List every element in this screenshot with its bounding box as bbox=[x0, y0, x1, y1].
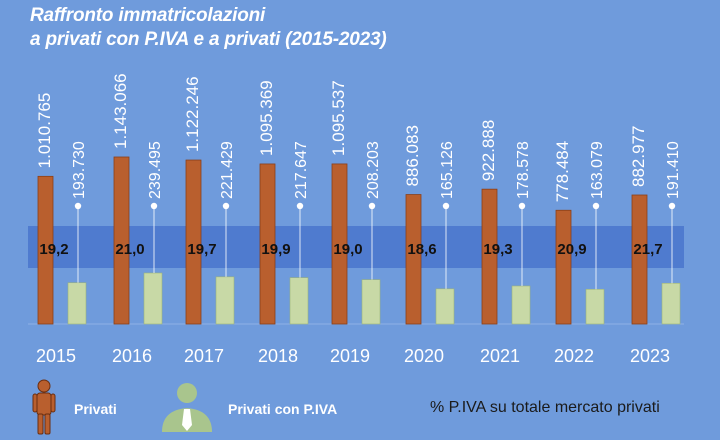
tick-label-2019: 2019 bbox=[330, 346, 370, 366]
label-piva-2021: 178.578 bbox=[515, 141, 532, 199]
bar-privati-2019 bbox=[331, 163, 348, 325]
label-piva-2019: 208.203 bbox=[365, 141, 382, 199]
tick-label-2018: 2018 bbox=[258, 346, 298, 366]
label-piva-2020: 165.126 bbox=[439, 141, 456, 199]
dot-piva-2015 bbox=[74, 202, 82, 210]
label-percent-2018: 19,9 bbox=[261, 241, 290, 258]
legend-percent-label: % P.IVA su totale mercato privati bbox=[430, 399, 660, 416]
label-percent-2017: 19,7 bbox=[187, 241, 216, 258]
dot-piva-2019 bbox=[368, 202, 376, 210]
bar-piva-2015 bbox=[67, 282, 87, 325]
tick-label-2016: 2016 bbox=[112, 346, 152, 366]
label-percent-2016: 21,0 bbox=[115, 241, 144, 258]
label-piva-2018: 217.647 bbox=[293, 141, 310, 199]
bar-piva-2023 bbox=[661, 282, 681, 325]
tick-label-2020: 2020 bbox=[404, 346, 444, 366]
bar-privati-2020 bbox=[405, 194, 422, 325]
label-privati-2023: 882.977 bbox=[629, 126, 648, 187]
bar-privati-2015 bbox=[37, 175, 54, 325]
label-percent-2019: 19,0 bbox=[333, 241, 362, 258]
label-privati-2015: 1.010.765 bbox=[35, 93, 54, 169]
dot-piva-2017 bbox=[222, 202, 230, 210]
dot-piva-2020 bbox=[442, 202, 450, 210]
bar-piva-2016 bbox=[143, 272, 163, 325]
label-piva-2017: 221.429 bbox=[219, 141, 236, 199]
dot-piva-2018 bbox=[296, 202, 304, 210]
chart-title-line1: Raffronto immatricolazioni bbox=[30, 5, 266, 26]
privati-person-torso bbox=[36, 392, 52, 416]
label-percent-2015: 19,2 bbox=[39, 241, 68, 258]
label-privati-2022: 778.484 bbox=[553, 141, 572, 202]
label-piva-2015: 193.730 bbox=[71, 141, 88, 199]
bar-privati-2017 bbox=[185, 159, 202, 325]
piva-avatar-head bbox=[177, 383, 197, 403]
legend-privati-label: Privati bbox=[74, 401, 117, 417]
label-privati-2020: 886.083 bbox=[403, 125, 422, 186]
label-piva-2022: 163.079 bbox=[589, 141, 606, 199]
label-privati-2016: 1.143.066 bbox=[111, 73, 130, 149]
bar-privati-2023 bbox=[631, 194, 648, 325]
legend-piva-label: Privati con P.IVA bbox=[228, 401, 338, 417]
dot-piva-2022 bbox=[592, 202, 600, 210]
chart-title-line2: a privati con P.IVA e a privati (2015-20… bbox=[30, 29, 387, 50]
piva-avatar-icon bbox=[162, 383, 212, 432]
label-percent-2021: 19,3 bbox=[483, 241, 512, 258]
privati-person-leg-right bbox=[44, 413, 51, 435]
percent-band bbox=[28, 226, 684, 268]
label-percent-2020: 18,6 bbox=[407, 241, 436, 258]
bar-piva-2018 bbox=[289, 277, 309, 325]
tick-label-2017: 2017 bbox=[184, 346, 224, 366]
privati-person-arm-left bbox=[32, 393, 38, 413]
bar-piva-2020 bbox=[435, 288, 455, 325]
tick-label-2022: 2022 bbox=[554, 346, 594, 366]
privati-person-leg-left bbox=[37, 413, 44, 435]
label-percent-2022: 20,9 bbox=[557, 241, 586, 258]
chart-title: Raffronto immatricolazioni a privati con… bbox=[30, 4, 387, 52]
tick-label-2015: 2015 bbox=[36, 346, 76, 366]
piva-avatar-tie bbox=[182, 409, 192, 431]
tick-label-2023: 2023 bbox=[630, 346, 670, 366]
tick-label-2021: 2021 bbox=[480, 346, 520, 366]
label-piva-2016: 239.495 bbox=[147, 141, 164, 199]
label-piva-2023: 191.410 bbox=[665, 141, 682, 199]
label-percent-2023: 21,7 bbox=[633, 241, 662, 258]
privati-person-head bbox=[37, 379, 51, 393]
label-privati-2018: 1.095.369 bbox=[257, 80, 276, 156]
label-privati-2017: 1.122.246 bbox=[183, 76, 202, 152]
bar-piva-2017 bbox=[215, 276, 235, 325]
bar-privati-2021 bbox=[481, 188, 498, 325]
dot-piva-2023 bbox=[668, 202, 676, 210]
bar-privati-2022 bbox=[555, 209, 572, 325]
privati-person-arm-right bbox=[50, 393, 56, 413]
bar-privati-2016 bbox=[113, 156, 130, 325]
bar-piva-2021 bbox=[511, 285, 531, 325]
label-privati-2021: 922.888 bbox=[479, 120, 498, 181]
dot-piva-2021 bbox=[518, 202, 526, 210]
dot-piva-2016 bbox=[150, 202, 158, 210]
bar-privati-2018 bbox=[259, 163, 276, 325]
bar-piva-2022 bbox=[585, 288, 605, 325]
label-privati-2019: 1.095.537 bbox=[329, 80, 348, 156]
privati-person-icon bbox=[32, 379, 56, 435]
bar-piva-2019 bbox=[361, 279, 381, 325]
